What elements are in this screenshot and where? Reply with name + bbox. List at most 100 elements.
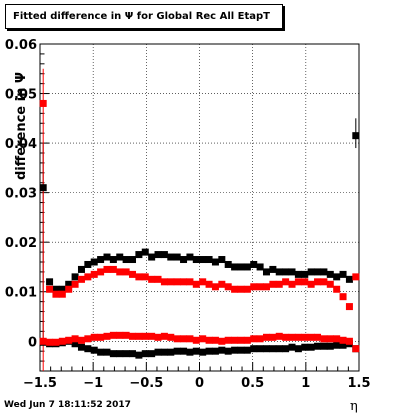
data-point-series-1 — [256, 283, 264, 291]
data-point-series-1 — [269, 280, 277, 288]
data-point-series-1 — [288, 280, 296, 288]
x-tick-label: 0 — [195, 376, 204, 391]
x-tick-label: −1.5 — [23, 376, 57, 391]
data-point-series-1 — [250, 283, 258, 291]
data-point-series-1 — [205, 280, 213, 288]
data-point-series-2 — [231, 346, 239, 354]
data-point-series-3 — [192, 336, 200, 344]
data-point-series-3 — [352, 345, 360, 353]
data-point-series-2 — [84, 345, 92, 353]
data-point-series-1 — [237, 285, 245, 293]
data-point-series-1 — [65, 285, 73, 293]
x-axis-label: η — [350, 399, 358, 414]
data-point-series-1 — [129, 270, 137, 278]
y-tick-label: 0.05 — [5, 88, 37, 103]
data-point-series-1 — [211, 283, 219, 291]
data-point-series-0 — [256, 263, 264, 271]
data-point-series-1 — [39, 99, 47, 107]
data-point-series-0 — [333, 273, 341, 281]
data-point-series-0 — [288, 268, 296, 276]
data-point-series-1 — [339, 293, 347, 301]
data-point-series-1 — [173, 278, 181, 286]
data-point-series-0 — [58, 285, 66, 293]
data-point-series-1 — [275, 280, 283, 288]
data-point-series-3 — [58, 337, 66, 345]
data-point-series-1 — [97, 268, 105, 276]
data-point-series-0 — [269, 265, 277, 273]
data-point-series-0 — [192, 256, 200, 264]
data-point-series-3 — [262, 333, 270, 341]
data-point-series-2 — [109, 350, 117, 358]
data-point-series-2 — [97, 348, 105, 356]
data-point-series-1 — [52, 290, 60, 298]
data-point-series-2 — [320, 342, 328, 350]
grid-layer — [40, 43, 359, 371]
data-point-series-3 — [224, 336, 232, 344]
data-point-series-2 — [314, 342, 322, 350]
data-point-series-1 — [307, 280, 315, 288]
data-point-series-3 — [205, 336, 213, 344]
x-tick-label: 1 — [301, 376, 310, 391]
data-point-series-1 — [192, 280, 200, 288]
data-point-series-3 — [77, 336, 85, 344]
data-point-series-3 — [154, 333, 162, 341]
data-point-series-2 — [243, 346, 251, 354]
data-point-series-3 — [231, 336, 239, 344]
data-point-series-1 — [320, 278, 328, 286]
data-point-series-0 — [345, 275, 353, 283]
data-point-series-1 — [135, 273, 143, 281]
data-point-series-0 — [307, 268, 315, 276]
chart-title-box: Fitted difference in Ψ for Global Rec Al… — [5, 4, 283, 29]
data-point-series-3 — [103, 332, 111, 340]
x-tick-label: 0.5 — [241, 376, 264, 391]
data-point-series-3 — [122, 331, 130, 339]
data-point-series-3 — [180, 335, 188, 343]
y-tick-label: 0.06 — [5, 38, 37, 53]
data-point-series-2 — [180, 347, 188, 355]
data-point-series-2 — [199, 348, 207, 356]
data-point-series-3 — [301, 333, 309, 341]
data-point-series-1 — [148, 275, 156, 283]
data-point-series-3 — [46, 338, 54, 346]
data-point-series-1 — [84, 273, 92, 281]
data-point-series-1 — [46, 285, 54, 293]
data-point-series-0 — [237, 263, 245, 271]
data-point-series-2 — [224, 347, 232, 355]
data-point-series-0 — [39, 184, 47, 192]
data-point-series-2 — [129, 350, 137, 358]
data-point-series-0 — [294, 270, 302, 278]
data-point-series-3 — [218, 337, 226, 345]
data-point-series-2 — [211, 347, 219, 355]
data-point-series-1 — [109, 265, 117, 273]
data-point-series-1 — [314, 278, 322, 286]
data-point-series-0 — [205, 256, 213, 264]
data-point-series-3 — [250, 335, 258, 343]
error-bar-layer — [42, 68, 357, 371]
tick-layer: −1.5 −1 −0.5 0 0.5 1 1.5 0 0.01 0.02 0.03 0.04 0.05 0… — [5, 38, 371, 391]
data-point-series-0 — [129, 256, 137, 264]
data-point-series-3 — [135, 332, 143, 340]
data-point-series-1 — [167, 278, 175, 286]
data-point-series-0 — [301, 270, 309, 278]
data-point-series-3 — [269, 333, 277, 341]
data-point-series-1 — [141, 273, 149, 281]
data-point-series-2 — [148, 350, 156, 358]
data-point-series-3 — [294, 333, 302, 341]
y-tick-label: 0.01 — [5, 286, 37, 301]
data-point-series-2 — [173, 347, 181, 355]
data-point-series-3 — [211, 336, 219, 344]
data-point-series-0 — [46, 278, 54, 286]
data-point-series-2 — [282, 345, 290, 353]
data-point-series-3 — [39, 337, 47, 345]
data-point-series-1 — [71, 280, 79, 288]
data-point-series-2 — [186, 348, 194, 356]
data-point-series-2 — [71, 340, 79, 348]
data-point-series-0 — [211, 258, 219, 266]
data-point-series-3 — [282, 333, 290, 341]
data-point-series-3 — [307, 333, 315, 341]
data-point-series-0 — [109, 256, 117, 264]
data-point-series-2 — [90, 346, 98, 354]
data-point-series-1 — [180, 278, 188, 286]
data-point-series-2 — [269, 345, 277, 353]
data-point-series-0 — [84, 260, 92, 268]
